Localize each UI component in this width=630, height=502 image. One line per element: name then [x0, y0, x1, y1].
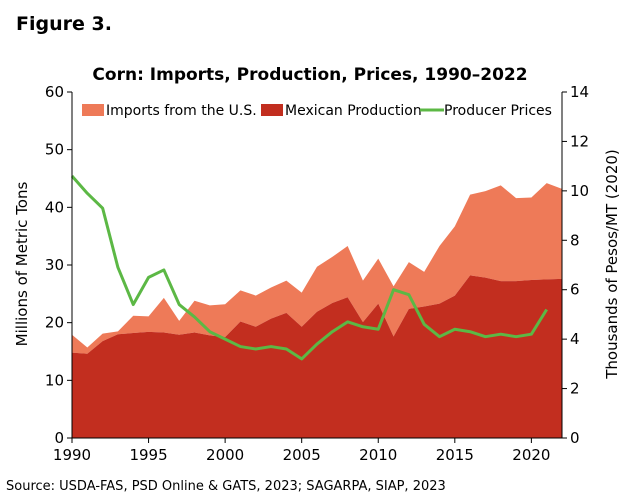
y-tick-label: 30 [45, 256, 64, 274]
legend-imports-label: Imports from the U.S. [106, 103, 257, 119]
y-tick-label: 10 [45, 371, 64, 389]
y2-tick-label: 14 [570, 83, 589, 101]
y-axis-title: Millions of Metric Tons [13, 182, 31, 347]
x-tick-label: 2000 [206, 446, 244, 464]
x-tick-label: 2020 [512, 446, 550, 464]
legend-production-swatch [261, 104, 283, 116]
x-tick-label: 2005 [283, 446, 321, 464]
legend: Imports from the U.S. Mexican Production P… [82, 103, 552, 119]
y2-tick-label: 0 [570, 429, 580, 447]
axes: 0 10 20 30 40 50 60 0 2 4 6 8 10 12 14 1990 1995 2000 2005… [45, 83, 589, 464]
legend-imports-swatch [82, 104, 104, 116]
y-tick-label: 50 [45, 141, 64, 159]
y2-tick-label: 10 [570, 182, 589, 200]
y-tick-label: 60 [45, 83, 64, 101]
y-tick-label: 20 [45, 314, 64, 332]
stacked-areas [72, 183, 562, 438]
x-tick-label: 2015 [436, 446, 474, 464]
y2-tick-label: 4 [570, 330, 580, 348]
y2-axis-title: Thousands of Pesos/MT (2020) [603, 149, 621, 380]
y-tick-label: 40 [45, 198, 64, 216]
legend-production-label: Mexican Production [285, 103, 422, 119]
producer-prices-line [70, 175, 548, 361]
chart-title: Corn: Imports, Production, Prices, 1990–… [92, 65, 527, 85]
producer-prices-series [70, 175, 548, 361]
x-tick-label: 2010 [359, 446, 397, 464]
y2-tick-label: 12 [570, 132, 589, 150]
imports-area [72, 183, 562, 354]
legend-prices-label: Producer Prices [444, 103, 552, 119]
production-area [72, 275, 562, 438]
figure-label: Figure 3. [16, 13, 112, 35]
x-tick-label: 1995 [129, 446, 167, 464]
source-note: Source: USDA-FAS, PSD Online & GATS, 202… [6, 479, 446, 494]
y-tick-label: 0 [54, 429, 64, 447]
x-tick-label: 1990 [53, 446, 91, 464]
y2-tick-label: 6 [570, 281, 580, 299]
y2-tick-label: 2 [570, 380, 580, 398]
y2-tick-label: 8 [570, 231, 580, 249]
